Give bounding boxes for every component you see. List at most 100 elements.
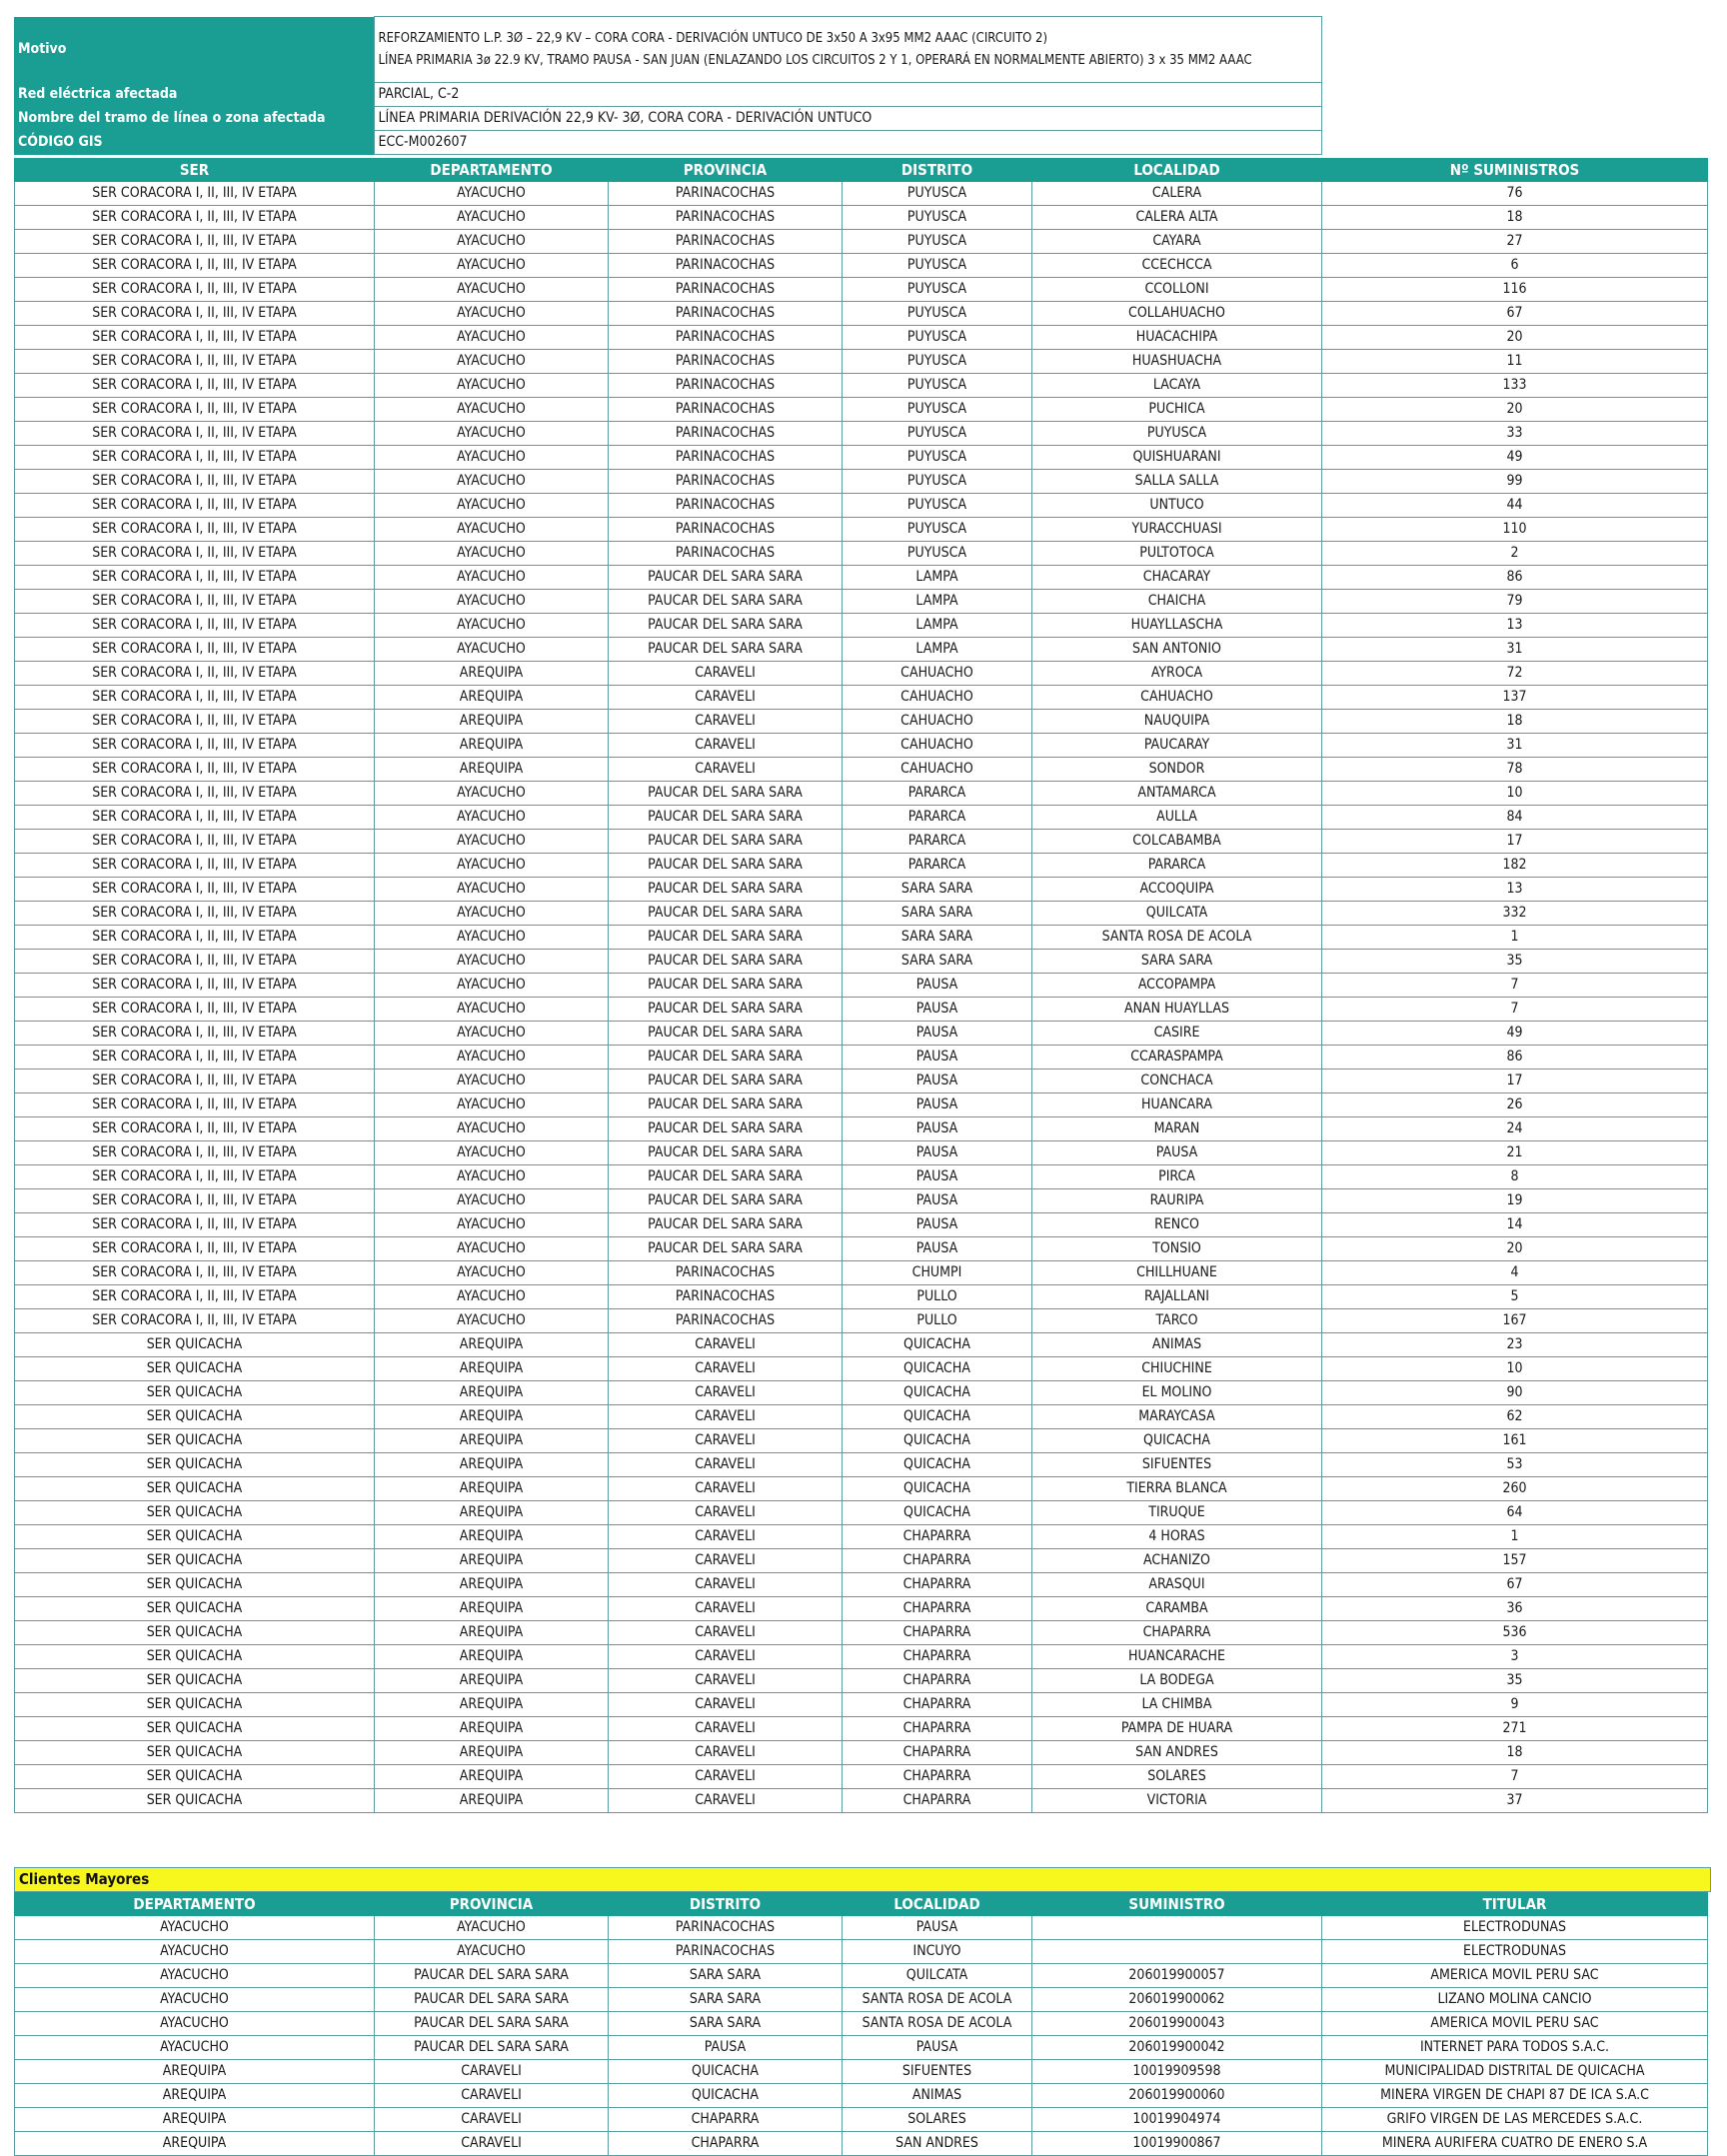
table-row: SER QUICACHA AREQUIPA CARAVELI CHAPARRA ACHA… xyxy=(14,1548,1708,1573)
table-cell: AYACUCHO xyxy=(374,205,609,230)
table-row: AREQUIPA CARAVELI CHAPARRA SOLARES 100199049… xyxy=(14,2107,1708,2132)
table-cell: AREQUIPA xyxy=(14,2059,375,2084)
table-cell: SER CORACORA I, II, III, IV ETAPA xyxy=(14,901,375,926)
table-cell: AYACUCHO xyxy=(374,373,609,398)
table-cell: SARA SARA xyxy=(842,901,1032,926)
table-cell: SER QUICACHA xyxy=(14,1548,375,1573)
table-cell: QUICACHA xyxy=(842,1404,1032,1429)
table-cell: HUASHUACHA xyxy=(1031,349,1322,374)
table-row: SER QUICACHA AREQUIPA CARAVELI QUICACHA SIFU… xyxy=(14,1452,1708,1477)
table-row: SER QUICACHA AREQUIPA CARAVELI CHAPARRA CHAP… xyxy=(14,1620,1708,1645)
table-cell: AREQUIPA xyxy=(374,1500,609,1525)
table-row: SER CORACORA I, II, III, IV ETAPA AYACUCH… xyxy=(14,541,1708,566)
table-cell: PARARCA xyxy=(1031,853,1322,878)
table-cell: 206019900057 xyxy=(1031,1963,1322,1988)
table-cell: SOLARES xyxy=(842,2107,1032,2132)
table-cell: MARAYCASA xyxy=(1031,1404,1322,1429)
table-row: SER CORACORA I, II, III, IV ETAPA AYACUCH… xyxy=(14,853,1708,878)
table-cell: QUILCATA xyxy=(842,1963,1032,1988)
table-row: AREQUIPA CARAVELI QUICACHA ANIMAS 2060199000… xyxy=(14,2083,1708,2108)
table-cell: AREQUIPA xyxy=(374,1740,609,1765)
table-cell: PAUCAR DEL SARA SARA xyxy=(608,925,843,950)
table-cell: CARAVELI xyxy=(608,685,843,710)
table-cell: INTERNET PARA TODOS S.A.C. xyxy=(1321,2035,1708,2060)
table-cell: AREQUIPA xyxy=(374,1404,609,1429)
table-row: SER CORACORA I, II, III, IV ETAPA AYACUCH… xyxy=(14,1188,1708,1213)
table-row: SER QUICACHA AREQUIPA CARAVELI CHAPARRA VICT… xyxy=(14,1788,1708,1813)
table-cell: PARINACOCHAS xyxy=(608,1260,843,1285)
table-cell: PUCHICA xyxy=(1031,397,1322,422)
table-cell: AYACUCHO xyxy=(374,397,609,422)
table-cell: PUYUSCA xyxy=(842,541,1032,566)
table-cell: AYACUCHO xyxy=(374,1260,609,1285)
table-cell: CARAVELI xyxy=(608,1428,843,1453)
table-cell: AREQUIPA xyxy=(374,1476,609,1501)
column-header: LOCALIDAD xyxy=(842,1892,1032,1916)
table-cell: 20 xyxy=(1321,1236,1708,1261)
table-cell: ACCOPAMPA xyxy=(1031,973,1322,998)
table-cell: SER CORACORA I, II, III, IV ETAPA xyxy=(14,541,375,566)
table-row: SER QUICACHA AREQUIPA CARAVELI CHAPARRA CARA… xyxy=(14,1596,1708,1621)
table-cell: QUICACHA xyxy=(842,1332,1032,1357)
table-cell: CHAPARRA xyxy=(842,1788,1032,1813)
table-cell: PAUSA xyxy=(842,1045,1032,1070)
table-cell: PAUSA xyxy=(842,1915,1032,1940)
table-cell: CHAICHA xyxy=(1031,589,1322,614)
table-cell: AYACUCHO xyxy=(374,997,609,1022)
table-cell: AREQUIPA xyxy=(374,1524,609,1549)
table-cell: AREQUIPA xyxy=(374,1620,609,1645)
table-cell: 72 xyxy=(1321,661,1708,686)
table-cell: SARA SARA xyxy=(608,1963,843,1988)
table-cell: CHAPARRA xyxy=(842,1668,1032,1693)
table-row: SER CORACORA I, II, III, IV ETAPA AYACUCH… xyxy=(14,469,1708,494)
table-row: AYACUCHO PAUCAR DEL SARA SARA SARA SARA SAN… xyxy=(14,2011,1708,2036)
table-cell: AYACUCHO xyxy=(374,1939,609,1964)
table-cell: QUICACHA xyxy=(842,1428,1032,1453)
table-cell: AYACUCHO xyxy=(374,1140,609,1165)
table-cell: SER CORACORA I, II, III, IV ETAPA xyxy=(14,949,375,974)
table-cell: PULLO xyxy=(842,1308,1032,1333)
table-cell: SER CORACORA I, II, III, IV ETAPA xyxy=(14,1260,375,1285)
table-row: SER CORACORA I, II, III, IV ETAPA AREQUIP… xyxy=(14,757,1708,782)
table-cell: 7 xyxy=(1321,1764,1708,1789)
table-cell: AREQUIPA xyxy=(374,1452,609,1477)
table-cell: 31 xyxy=(1321,637,1708,662)
table-cell: 76 xyxy=(1321,181,1708,206)
table-cell: 35 xyxy=(1321,949,1708,974)
table-cell: AYACUCHO xyxy=(374,445,609,470)
table-cell: SER CORACORA I, II, III, IV ETAPA xyxy=(14,325,375,350)
table-cell: TARCO xyxy=(1031,1308,1322,1333)
table-cell: AYACUCHO xyxy=(374,901,609,926)
table-cell: 26 xyxy=(1321,1092,1708,1117)
table-cell: LACAYA xyxy=(1031,373,1322,398)
table-cell: ACHANIZO xyxy=(1031,1548,1322,1573)
table-cell: QUICACHA xyxy=(842,1476,1032,1501)
table-cell: PUYUSCA xyxy=(842,517,1032,542)
table-cell: RAURIPA xyxy=(1031,1188,1322,1213)
table-cell: 182 xyxy=(1321,853,1708,878)
table-cell: 10 xyxy=(1321,781,1708,806)
table-cell: RENCO xyxy=(1031,1212,1322,1237)
table-cell: 206019900060 xyxy=(1031,2083,1322,2108)
table-cell: AREQUIPA xyxy=(374,709,609,734)
table-row: SER CORACORA I, II, III, IV ETAPA AYACUCH… xyxy=(14,901,1708,926)
table-cell: AREQUIPA xyxy=(374,685,609,710)
table-cell: 133 xyxy=(1321,373,1708,398)
table-cell: AYACUCHO xyxy=(374,1284,609,1309)
table-row: SER CORACORA I, II, III, IV ETAPA AYACUCH… xyxy=(14,1308,1708,1333)
table-cell: 271 xyxy=(1321,1716,1708,1741)
table-cell: ANIMAS xyxy=(842,2083,1032,2108)
table-cell: SER CORACORA I, II, III, IV ETAPA xyxy=(14,829,375,854)
table-cell: AYACUCHO xyxy=(374,1188,609,1213)
table-cell: SER CORACORA I, II, III, IV ETAPA xyxy=(14,397,375,422)
table-row: SER CORACORA I, II, III, IV ETAPA AREQUIP… xyxy=(14,709,1708,734)
table-row: SER CORACORA I, II, III, IV ETAPA AYACUCH… xyxy=(14,397,1708,422)
table-cell: ARASQUI xyxy=(1031,1572,1322,1597)
table-cell: AYACUCHO xyxy=(374,1236,609,1261)
table-cell: AYACUCHO xyxy=(374,541,609,566)
table-cell: AREQUIPA xyxy=(14,2107,375,2132)
table-row: SER CORACORA I, II, III, IV ETAPA AYACUCH… xyxy=(14,517,1708,542)
table-row: SER CORACORA I, II, III, IV ETAPA AYACUCH… xyxy=(14,349,1708,374)
table-cell: AYACUCHO xyxy=(374,277,609,302)
table-cell: PAUCAR DEL SARA SARA xyxy=(608,781,843,806)
